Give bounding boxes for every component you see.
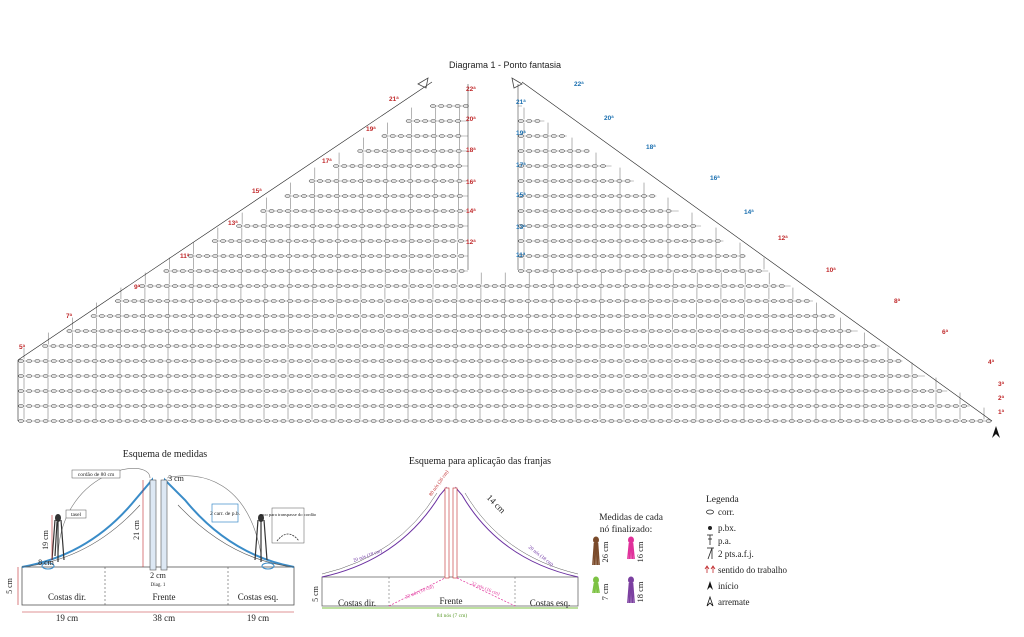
row-label: 14ª [744, 209, 754, 216]
row-label: 17ª [516, 162, 526, 169]
dim-bottom-left: 19 cm [56, 613, 78, 623]
row-label: 5ª [19, 344, 26, 351]
dim-2cm: 2 cm [150, 571, 167, 580]
row-label: 14ª [466, 208, 476, 215]
row-label: 21ª [389, 96, 399, 103]
legend-title: Legenda [706, 495, 739, 505]
row-label: 20ª [604, 115, 614, 122]
legend-label: p.bx. [718, 523, 736, 533]
legend-arrows: sentido do trabalho [704, 565, 787, 575]
row-label: 8ª [894, 298, 901, 305]
section-costas-esq: Costas esq. [238, 592, 279, 602]
knot-label: 26 cm [600, 541, 610, 562]
row-label: 6ª [942, 329, 949, 336]
fringe-bottom-label: 84 nós (7 cm) [437, 612, 468, 619]
knot-2: 16 cm [627, 536, 645, 563]
knot-label: 7 cm [600, 583, 610, 600]
fringe-14cm: 14 cm [485, 492, 508, 515]
fringe-mid-right: 32 nós (16 cm) [470, 582, 500, 598]
dim-8cm: 8 cm [38, 558, 55, 567]
legend-label: início [718, 581, 739, 591]
row-label: 3ª [998, 381, 1005, 388]
fringes-title: Esquema para aplicação das franjas [409, 456, 551, 467]
measures-scheme [17, 468, 305, 613]
finish-marker-right [511, 77, 523, 89]
knot-label: 16 cm [635, 541, 645, 562]
row-label: 22ª [574, 81, 584, 88]
cord-label: cordão de 80 cm [78, 472, 115, 478]
row-label: 1ª [998, 409, 1005, 416]
fringes-scheme [321, 486, 579, 609]
legend-label: 2 pts.a.f.j. [718, 549, 754, 559]
row-label: 18ª [466, 147, 476, 154]
knots-group: 26 cm 16 cm 7 cm 18 cm [592, 536, 645, 604]
row-label: 17ª [322, 158, 332, 165]
row-label: 15ª [516, 192, 526, 199]
knot-4: 18 cm [627, 576, 645, 604]
legend-start: início [707, 581, 739, 591]
crochet-stitch-grid [17, 81, 993, 423]
knot-label: 18 cm [635, 581, 645, 602]
fringe-5cm: 5 cm [311, 585, 320, 602]
row-label: 13ª [516, 224, 526, 231]
legend-pts: 2 pts.a.f.j. [707, 547, 754, 560]
dim-bottom-mid: 38 cm [153, 613, 175, 623]
legend-label: sentido do trabalho [718, 565, 787, 575]
legend: corr. p.bx. p.a. 2 pts.a.f.j. sentido do tra… [704, 507, 787, 607]
row-label: 20ª [466, 116, 476, 123]
legend-label: corr. [718, 507, 734, 517]
measures-title: Esquema de medidas [123, 449, 208, 460]
dim-bottom-right: 19 cm [247, 613, 269, 623]
row-label: 10ª [826, 267, 836, 274]
legend-label: arremate [718, 597, 749, 607]
legend-end: arremate [706, 595, 749, 607]
section-frente: Frente [153, 592, 176, 602]
knots-title-2: nó finalizado: [600, 524, 653, 535]
row-label: 7ª [66, 313, 73, 320]
row-label: 16ª [710, 175, 720, 182]
fringe-frente: Frente [440, 596, 463, 606]
row-label: 15ª [252, 188, 262, 195]
diag-note: Diag. 1 [151, 583, 166, 588]
row-label: 19ª [516, 130, 526, 137]
row-label: 16ª [466, 179, 476, 186]
dim-19cm-height: 19 cm [41, 529, 50, 550]
row-label: 22ª [466, 86, 476, 93]
fringe-costas-dir: Costas dir. [338, 598, 376, 608]
row-label: 12ª [466, 239, 476, 246]
knot-3: 7 cm [592, 576, 610, 600]
fringe-costas-esq: Costas esq. [530, 598, 571, 608]
row-label: 21ª [516, 99, 526, 106]
row-label: 2ª [998, 395, 1005, 402]
knot-1: 26 cm [592, 536, 610, 566]
row-label: 4ª [988, 359, 995, 366]
legend-pa: p.a. [707, 534, 731, 546]
finish-marker-left [417, 77, 429, 89]
legend-oval: corr. [706, 507, 734, 517]
row-label: 19ª [366, 126, 376, 133]
legend-dot: p.bx. [708, 523, 736, 533]
row-label: 13ª [228, 220, 238, 227]
row-label: 11ª [180, 253, 190, 260]
tassel-label: tasel [71, 512, 82, 518]
row-label: 11ª [516, 252, 526, 259]
legend-label: p.a. [718, 536, 731, 546]
fringe-mid-left: 32 nós (16 cm) [405, 584, 435, 600]
section-costas-dir: Costas dir. [48, 592, 86, 602]
arc-label: arco para transpasse do cordão [260, 512, 317, 517]
row-labels: 1ª 2ª 3ª 4ª 5ª 6ª 7ª 8ª 9ª 10ª 11ª 11ª 12ª 12ª 13ª 13ª 1… [19, 81, 1005, 416]
carr-label: 2 carr. de p.b. [210, 511, 241, 517]
row-label: 18ª [646, 144, 656, 151]
diagram-title: Diagrama 1 - Ponto fantasia [449, 60, 561, 70]
dim-21cm-height: 21 cm [132, 519, 141, 540]
row-label: 9ª [134, 284, 141, 291]
dim-3cm: 3 cm [168, 474, 185, 483]
start-marker [992, 426, 1000, 438]
dim-5cm: 5 cm [5, 577, 14, 594]
row-label: 12ª [778, 235, 788, 242]
knots-title-1: Medidas de cada [599, 513, 664, 523]
